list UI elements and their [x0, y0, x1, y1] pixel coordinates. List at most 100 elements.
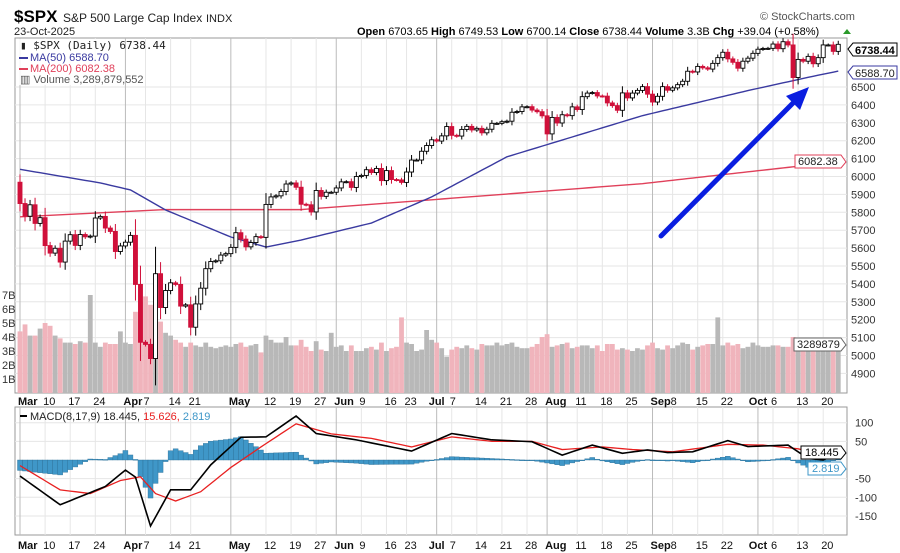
up-triangle-icon — [843, 29, 851, 34]
x-tick-label: 16 — [384, 540, 396, 552]
volume-bar — [323, 351, 329, 393]
volume-bar — [394, 346, 399, 393]
x-tick-label: 28 — [525, 396, 537, 408]
volume-bar — [434, 342, 440, 393]
macd-histogram-bar — [303, 457, 309, 461]
candle-body — [479, 127, 485, 134]
x-tick-label: Apr — [123, 396, 143, 408]
macd-histogram-bar — [629, 459, 636, 463]
macd-histogram-bar — [17, 459, 23, 471]
volume-bar — [514, 346, 520, 393]
candle-body — [554, 116, 560, 124]
x-tick-label: 25 — [625, 396, 637, 408]
candle-body — [22, 203, 28, 217]
macd-histogram-bar — [454, 456, 460, 461]
volume-bar — [755, 345, 761, 393]
volume-bar — [72, 344, 78, 393]
macd-histogram-bar — [298, 454, 304, 461]
volume-bar — [118, 331, 123, 393]
candle-body — [705, 67, 711, 70]
macd-histogram-bar — [413, 459, 420, 464]
macd-histogram-bar — [368, 459, 375, 465]
candle-body — [665, 86, 671, 91]
x-tick-label: Oct — [749, 540, 768, 552]
volume-bar — [409, 344, 414, 393]
macd-histogram-bar — [750, 459, 756, 462]
x-tick-label: 13 — [796, 540, 808, 552]
macd-histogram-bar — [710, 458, 716, 461]
candle-body — [77, 234, 83, 246]
macd-tick-label: -100 — [855, 492, 877, 504]
x-tick-label: 21 — [189, 396, 201, 408]
macd-histogram-bar — [494, 458, 500, 461]
candle-body — [800, 58, 806, 62]
candle-body — [107, 227, 113, 232]
x-tick-label: 7 — [144, 540, 150, 552]
candle-body — [544, 115, 550, 135]
volume-bar — [183, 346, 189, 393]
arrow-head — [786, 87, 809, 110]
price-tick-label: 5800 — [851, 207, 875, 219]
macd-histogram-bar — [263, 453, 269, 461]
candle-body — [640, 86, 645, 91]
macd-histogram-bar — [464, 457, 470, 461]
macd-histogram-bar — [37, 459, 43, 473]
macd-histogram-bar — [378, 459, 385, 465]
macd-histogram-bar — [358, 459, 365, 464]
volume-bar — [685, 344, 691, 393]
x-tick-label: 22 — [721, 540, 733, 552]
x-tick-label: 6 — [771, 396, 777, 408]
macd-histogram-bar — [333, 459, 339, 463]
ohlc-summary: Open 6703.65 High 6749.53 Low 6700.14 Cl… — [357, 26, 851, 38]
volume-bar — [168, 335, 173, 393]
macd-histogram-bar — [534, 459, 540, 462]
hist-legend-value: 2.819 — [183, 411, 211, 423]
volume-bar — [273, 342, 279, 393]
x-tick-label: 23 — [405, 396, 417, 408]
price-tick-label: 5100 — [851, 333, 875, 345]
price-tick-label: 5900 — [851, 189, 875, 201]
macd-histogram-bar — [228, 438, 234, 461]
candles — [17, 33, 841, 386]
macd-histogram-bar — [674, 459, 681, 462]
candle-body — [47, 245, 53, 254]
volume-tick-label: 5B — [2, 318, 15, 330]
macd-histogram-bar — [278, 452, 284, 461]
volume-bar — [248, 345, 254, 393]
volume-bar — [128, 344, 133, 393]
candle-body — [519, 106, 525, 112]
volume-bar — [564, 342, 570, 393]
candle-body — [790, 44, 796, 78]
macd-histogram-bar — [147, 459, 154, 499]
candle-body — [333, 187, 339, 193]
candle-body — [32, 204, 38, 224]
x-tick-label: 16 — [384, 396, 396, 408]
candle-body — [549, 116, 555, 135]
volume-bar — [429, 339, 435, 393]
macd-histogram-bar — [765, 459, 771, 462]
macd-histogram-bar — [624, 459, 631, 464]
macd-histogram-bar — [72, 459, 78, 468]
macd-histogram-bar — [785, 457, 791, 461]
low-value: 6700.14 — [526, 26, 566, 38]
arrow-shaft — [658, 97, 799, 239]
volume-bar — [650, 342, 655, 393]
volume-bar — [87, 295, 93, 393]
macd-histogram-bar — [273, 452, 279, 461]
candle-body — [87, 235, 93, 238]
macd-line — [19, 414, 839, 529]
macd-histogram-bar — [348, 459, 355, 464]
macd-histogram-bar — [112, 455, 119, 461]
macd-histogram-bar — [800, 459, 806, 466]
candle-body — [650, 93, 655, 103]
macd-histogram-bar — [604, 459, 611, 463]
moving-averages — [19, 70, 839, 248]
volume-bar — [208, 346, 214, 393]
macd-histogram-bar — [97, 459, 104, 461]
volume-bar — [268, 339, 274, 393]
candle-body — [599, 95, 605, 98]
hist-tag: 2.819 — [812, 463, 840, 475]
macd-tick-label: -150 — [855, 511, 877, 523]
volume-bar — [379, 342, 384, 393]
ma50-tag: 6588.70 — [855, 68, 895, 80]
